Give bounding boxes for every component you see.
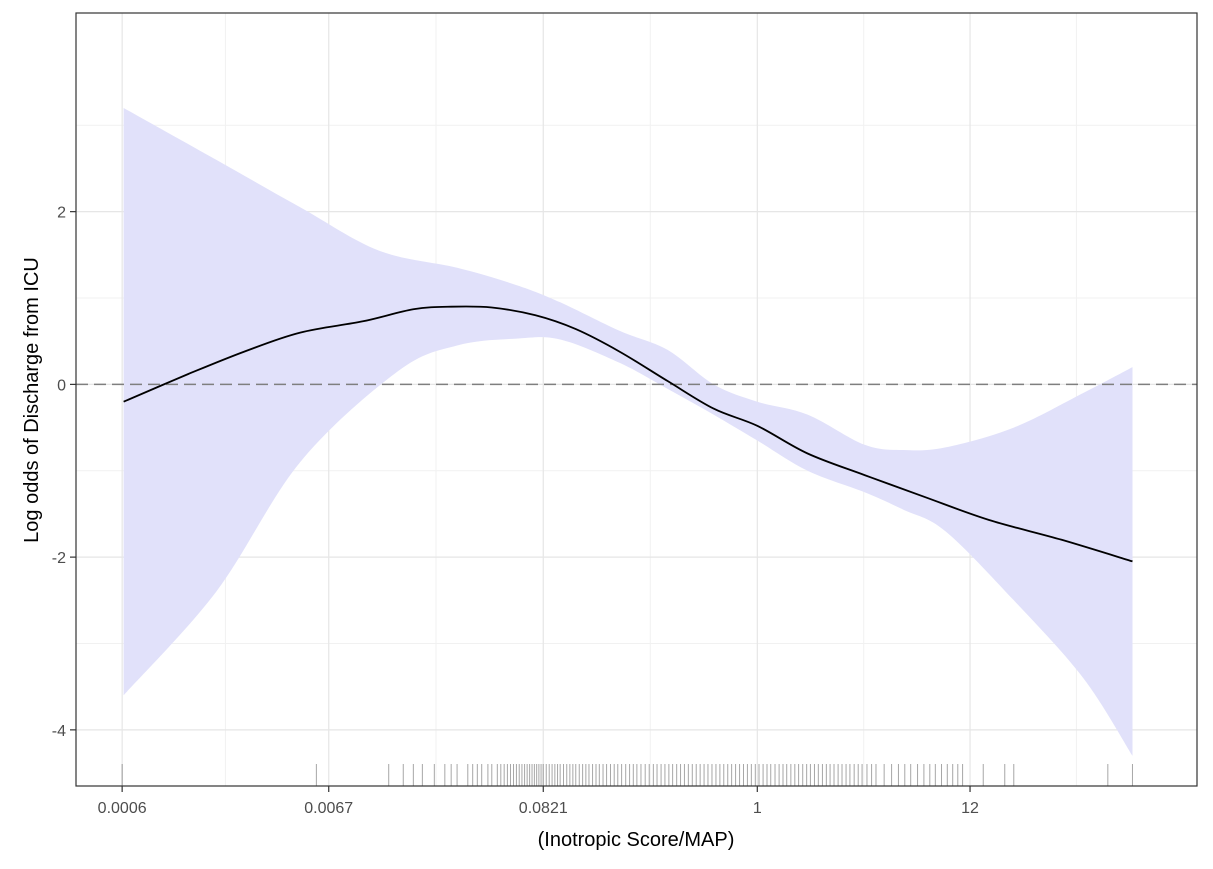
band-layer [123, 108, 1133, 756]
x-tick-label: 0.0067 [304, 800, 353, 817]
tick-layer [70, 211, 971, 792]
y-tick-label: -4 [52, 723, 66, 740]
x-tick-label: 1 [753, 800, 762, 817]
label-layer: 0.0006 0.0067 0.0821 1 12 -4 -2 0 2 [52, 205, 979, 817]
y-axis-title: Log odds of Discharge from ICU [21, 257, 43, 543]
rug-layer [121, 764, 1133, 786]
confidence-band [123, 108, 1133, 756]
x-tick-label: 12 [961, 800, 979, 817]
y-tick-label: 2 [57, 205, 66, 222]
x-tick-label: 0.0006 [98, 800, 147, 817]
x-axis-title: (Inotropic Score/MAP) [538, 829, 735, 851]
y-tick-label: 0 [57, 377, 66, 394]
line-layer [123, 305, 1133, 563]
x-tick-label: 0.0821 [519, 800, 568, 817]
panel-border [75, 12, 1198, 787]
fit-line [123, 305, 1133, 563]
y-tick-label: -2 [52, 550, 66, 567]
